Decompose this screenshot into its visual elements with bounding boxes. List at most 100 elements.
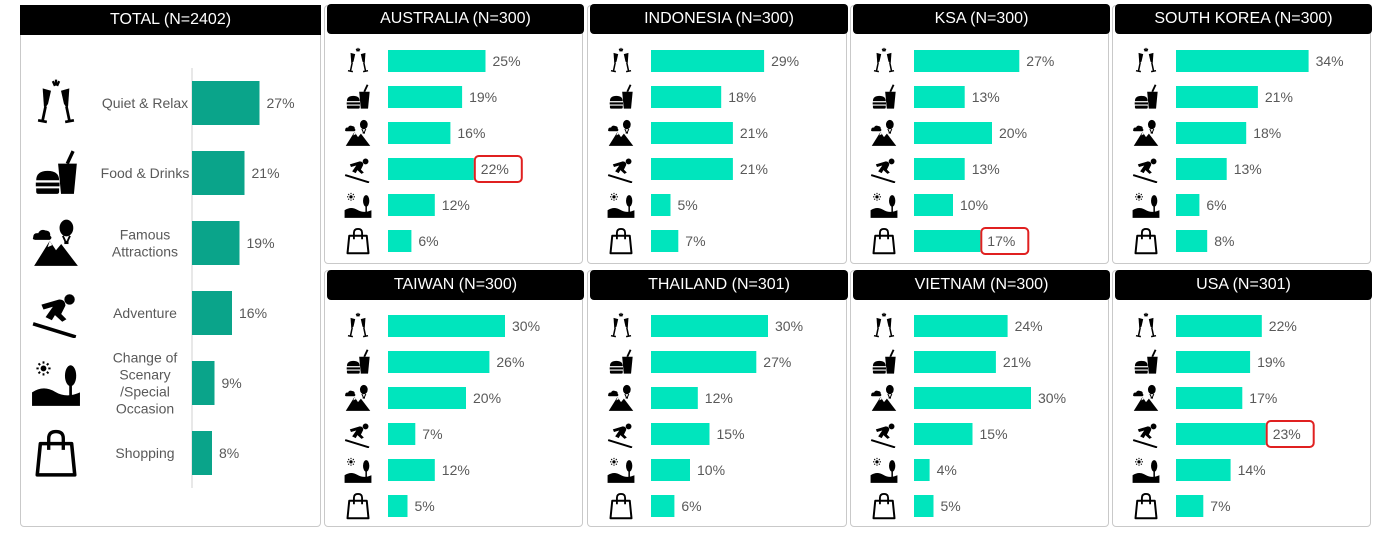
country-panel-title: VIETNAM (N=300) (853, 270, 1110, 300)
shopping-bag-icon (872, 492, 896, 520)
country-value-label: 30% (1038, 390, 1066, 406)
country-panel-title: USA (N=301) (1115, 270, 1372, 300)
skiing-icon (607, 422, 634, 448)
total-value-label: 16% (239, 305, 267, 321)
total-category-label: Change of Scenary/Special Occasion (113, 350, 178, 417)
country-value-label: 30% (512, 318, 540, 334)
food-drinks-icon (345, 83, 371, 110)
country-value-label: 25% (493, 53, 521, 69)
country-value-label: 13% (972, 89, 1000, 105)
country-chart-vietnam: 24% 21% 30% 15% 4% 5% (870, 312, 1066, 520)
country-value-label: 14% (1238, 462, 1266, 478)
country-bar (388, 495, 408, 517)
country-value-label: 12% (705, 390, 733, 406)
country-value-label: 15% (717, 426, 745, 442)
country-value-label: 21% (740, 161, 768, 177)
country-value-label: 26% (496, 354, 524, 370)
total-bar (192, 431, 212, 475)
country-chart-australia: 25% 19% 16% 22% 12% 6% (344, 47, 523, 255)
country-value-label: 18% (1253, 125, 1281, 141)
food-drinks-icon (34, 149, 79, 196)
scenery-icon (31, 360, 81, 407)
country-value-label: 7% (685, 233, 705, 249)
country-panel-south-korea: SOUTH KOREA (N=300) 34% 21% 18% 13% 6% 8% (1112, 4, 1372, 264)
country-bar (388, 86, 463, 108)
attractions-icon (31, 218, 79, 267)
shopping-bag-icon (35, 429, 77, 477)
highlight-box (980, 227, 1030, 255)
food-drinks-icon (871, 348, 897, 375)
country-bar (651, 423, 710, 445)
country-value-label: 27% (1026, 53, 1054, 69)
food-drinks-icon (608, 348, 634, 375)
champagne-icon (610, 47, 632, 73)
skiing-icon (31, 292, 78, 338)
food-drinks-icon (608, 83, 634, 110)
attractions-icon (1132, 119, 1159, 147)
shopping-bag-icon (1134, 492, 1158, 520)
country-bar (1176, 459, 1231, 481)
champagne-icon (1135, 312, 1157, 338)
shopping-bag-icon (346, 227, 370, 255)
attractions-icon (607, 384, 634, 412)
scenery-icon (344, 457, 372, 484)
country-panel-title: SOUTH KOREA (N=300) (1115, 4, 1372, 34)
total-bar (192, 221, 240, 265)
skiing-icon (1132, 157, 1159, 183)
country-panel-indonesia: INDONESIA (N=300) 29% 18% 21% 21% 5% 7% (587, 4, 848, 264)
country-panel-ksa: KSA (N=300) 27% 13% 20% 13% 10% 17% (850, 4, 1110, 264)
country-bar (914, 50, 1020, 72)
total-category-label: Shopping (115, 445, 174, 461)
total-value-label: 27% (267, 95, 295, 111)
country-value-label: 15% (980, 426, 1008, 442)
total-panel-title: TOTAL (N=2402) (20, 5, 321, 35)
scenery-icon (344, 192, 372, 219)
country-bar (1176, 351, 1251, 373)
scenery-icon (870, 192, 898, 219)
country-value-label: 18% (728, 89, 756, 105)
champagne-icon (1135, 47, 1157, 73)
country-panel-usa: USA (N=301) 22% 19% 17% 23% 14% 7% (1112, 270, 1372, 527)
country-bar (1176, 50, 1309, 72)
champagne-icon (873, 47, 895, 73)
skiing-icon (344, 422, 371, 448)
country-chart-indonesia: 29% 18% 21% 21% 5% 7% (607, 47, 799, 255)
country-bar (388, 194, 435, 216)
country-bar (914, 122, 992, 144)
total-value-label: 9% (222, 375, 242, 391)
country-value-label: 5% (415, 498, 435, 514)
country-value-label: 20% (473, 390, 501, 406)
country-value-label: 12% (442, 462, 470, 478)
shopping-bag-icon (609, 227, 633, 255)
country-chart-south-korea: 34% 21% 18% 13% 6% 8% (1132, 47, 1344, 255)
country-value-label: 5% (678, 197, 698, 213)
country-bar (651, 315, 768, 337)
country-bar (914, 86, 965, 108)
country-panel-title: AUSTRALIA (N=300) (327, 4, 584, 34)
country-bar (1176, 86, 1258, 108)
country-value-label: 23% (1273, 426, 1301, 442)
attractions-icon (344, 384, 371, 412)
food-drinks-icon (1133, 348, 1159, 375)
country-value-label: 19% (469, 89, 497, 105)
country-bar (914, 230, 981, 252)
attractions-icon (870, 384, 897, 412)
champagne-icon (347, 47, 369, 73)
country-bar (388, 387, 466, 409)
champagne-icon (873, 312, 895, 338)
total-value-label: 21% (252, 165, 280, 181)
country-panel-taiwan: TAIWAN (N=300) 30% 26% 20% 7% 12% 5% (324, 270, 584, 527)
country-value-label: 6% (1206, 197, 1226, 213)
total-bar (192, 151, 245, 195)
country-bar (1176, 230, 1208, 252)
country-bar (1176, 194, 1200, 216)
country-chart-ksa: 27% 13% 20% 13% 10% 17% (870, 47, 1054, 255)
scenery-icon (607, 457, 635, 484)
country-bar (914, 387, 1031, 409)
total-category-label: Food & Drinks (101, 165, 190, 181)
country-bar (388, 423, 416, 445)
country-panel-title: THAILAND (N=301) (590, 270, 848, 300)
country-bar (651, 50, 765, 72)
attractions-icon (607, 119, 634, 147)
country-value-label: 13% (1234, 161, 1262, 177)
